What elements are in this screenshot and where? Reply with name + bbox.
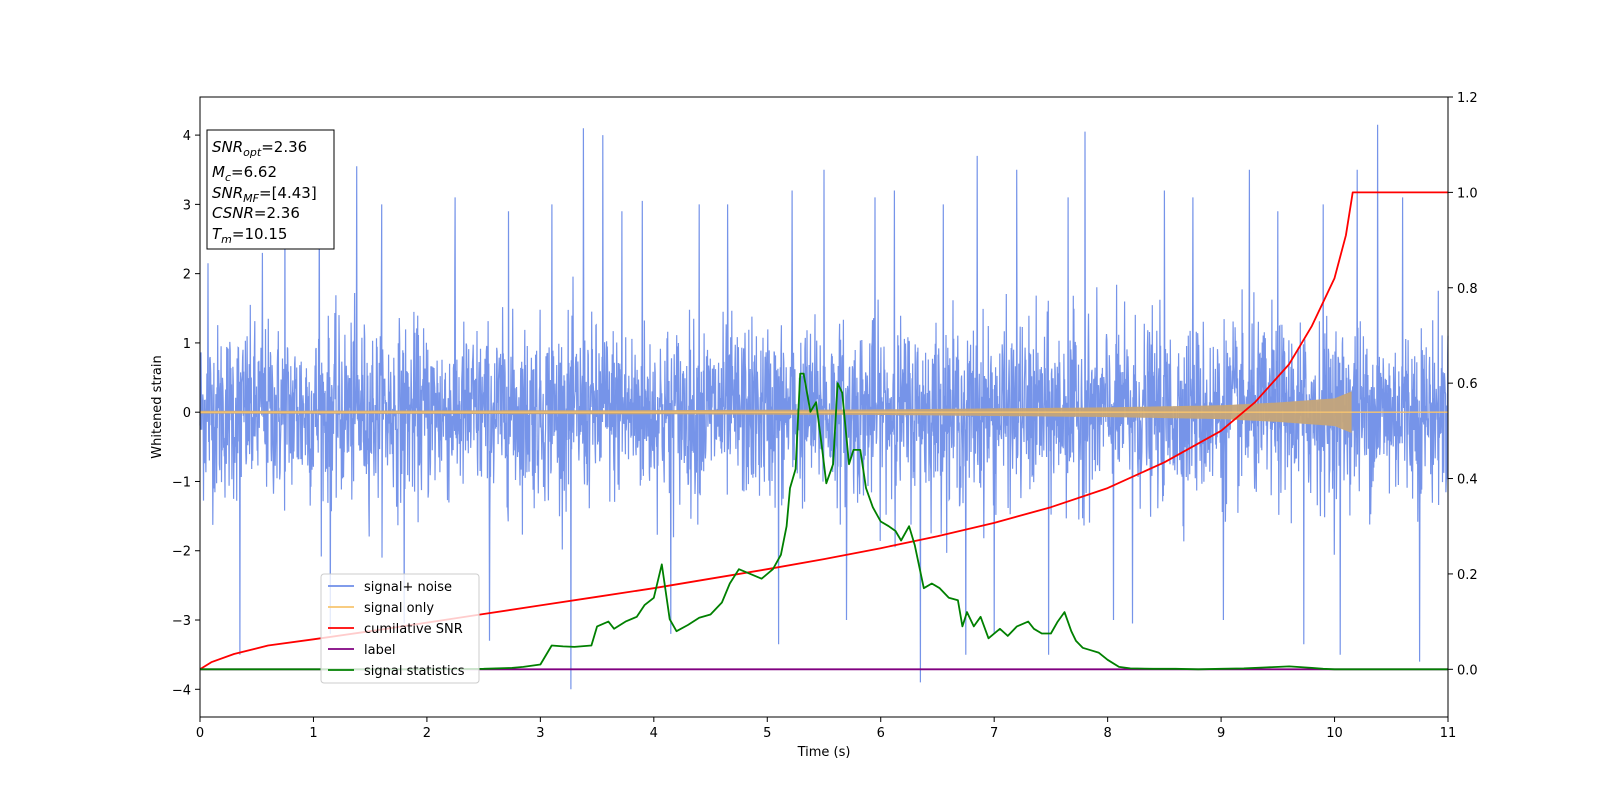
info-line: Mc=6.62 [212, 163, 277, 184]
y-tick-label: −2 [172, 545, 191, 560]
y2-tick-label: 0.8 [1457, 282, 1478, 297]
y-tick-label: −4 [172, 683, 191, 698]
legend-frame [320, 573, 480, 684]
y-tick-label: 1 [183, 337, 191, 352]
x-tick-label: 11 [1440, 726, 1457, 741]
y2-tick-label: 0.2 [1457, 568, 1478, 583]
x-tick-label: 10 [1326, 726, 1343, 741]
legend-label: label [364, 643, 395, 658]
axes-frame [199, 96, 1449, 718]
x-tick-label: 2 [423, 726, 431, 741]
x-tick-label: 6 [877, 726, 885, 741]
y-tick-label: −1 [172, 475, 191, 490]
y-tick-label: 0 [183, 406, 191, 421]
y2-tick-label: 0.4 [1457, 473, 1478, 488]
y-tick-label: 2 [183, 268, 191, 283]
series-signal-noise [199, 124, 1449, 690]
x-tick-label: 1 [309, 726, 317, 741]
y2-tick-label: 0.6 [1457, 377, 1478, 392]
x-tick-label: 0 [196, 726, 204, 741]
legend: signal+ noise signal only cumilative SNR la… [320, 573, 480, 684]
x-axis-label: Time (s) [797, 745, 851, 760]
info-line: CSNR=2.36 [212, 204, 300, 222]
legend-label: signal statistics [364, 664, 465, 679]
y2-tick-label: 1.0 [1457, 186, 1478, 201]
x-tick-label: 5 [763, 726, 771, 741]
y-tick-label: 4 [183, 129, 191, 144]
x-axis: 0 1 2 3 4 5 6 7 8 9 10 11 [196, 717, 1456, 741]
x-tick-label: 8 [1103, 726, 1111, 741]
y-axis-left: −4 −3 −2 −1 0 1 2 3 4 [172, 129, 200, 698]
legend-label: signal+ noise [364, 580, 452, 595]
x-tick-label: 7 [990, 726, 998, 741]
x-tick-label: 3 [536, 726, 544, 741]
legend-label: cumilative SNR [364, 622, 463, 637]
legend-label: signal only [364, 601, 434, 616]
info-line: SNRopt=2.36 [212, 138, 307, 159]
y-axis-label: Whitened strain [150, 355, 165, 458]
x-tick-label: 9 [1217, 726, 1225, 741]
y-axis-right: 0.0 0.2 0.4 0.6 0.8 1.0 1.2 [1448, 91, 1478, 678]
y-tick-label: −3 [172, 614, 191, 629]
y2-tick-label: 0.0 [1457, 663, 1478, 678]
info-line: SNRMF=[4.43] [212, 184, 317, 205]
x-tick-label: 4 [650, 726, 658, 741]
info-box-frame [206, 129, 335, 250]
series-signal-statistics [200, 372, 1448, 671]
y2-tick-label: 1.2 [1457, 91, 1478, 106]
y-tick-label: 3 [183, 198, 191, 213]
info-line: Tm=10.15 [212, 225, 287, 246]
